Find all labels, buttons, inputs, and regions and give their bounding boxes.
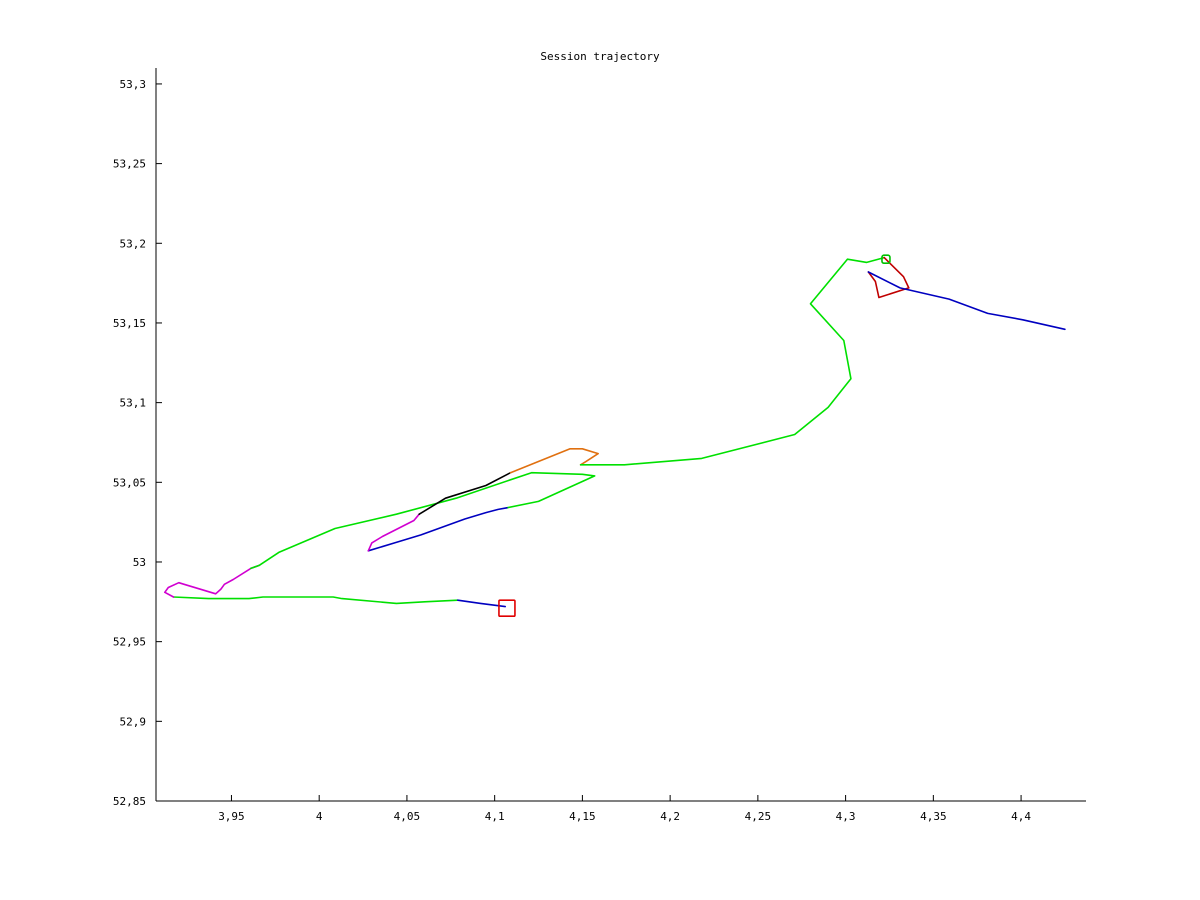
trajectory-segment-11 — [867, 271, 1066, 331]
chart-title: Session trajectory — [540, 50, 660, 63]
trajectory-segment-2 — [456, 599, 507, 608]
markers — [498, 254, 891, 617]
x-tick-label: 4 — [316, 810, 323, 823]
x-tick-label: 4,35 — [920, 810, 947, 823]
y-tick-label: 52,95 — [113, 636, 146, 649]
trajectory-segment-1 — [172, 596, 459, 605]
trajectory-segment-6 — [367, 513, 421, 552]
trajectory-lines — [164, 256, 1066, 608]
x-ticks: 3,95 4 4,05 4,1 4,15 4,2 4,25 4,3 4,35 4,4 — [218, 795, 1031, 823]
y-tick-label: 53,15 — [113, 317, 146, 330]
end-marker — [498, 599, 516, 617]
y-ticks: 52,85 52,9 52,95 53 53,05 53,1 53,15 53,2 53,25 5… — [113, 78, 162, 808]
y-tick-label: 53,2 — [120, 237, 147, 250]
y-tick-label: 53,25 — [113, 158, 146, 171]
y-tick-label: 52,9 — [120, 715, 147, 728]
start-marker — [881, 254, 891, 265]
x-tick-label: 4,15 — [569, 810, 596, 823]
x-tick-label: 4,1 — [485, 810, 505, 823]
y-tick-label: 53,1 — [120, 397, 147, 410]
x-tick-label: 4,05 — [394, 810, 421, 823]
y-tick-label: 53 — [133, 556, 146, 569]
trajectory-segment-4 — [250, 471, 596, 570]
x-tick-label: 4,2 — [660, 810, 680, 823]
x-tick-label: 3,95 — [218, 810, 245, 823]
trajectory-segment-9 — [579, 256, 886, 466]
x-tick-label: 4,3 — [836, 810, 856, 823]
y-tick-label: 53,3 — [120, 78, 147, 91]
y-tick-label: 52,85 — [113, 795, 146, 808]
trajectory-segment-5 — [367, 506, 508, 552]
x-tick-label: 4,25 — [745, 810, 772, 823]
x-tick-label: 4,4 — [1011, 810, 1031, 823]
y-tick-label: 53,05 — [113, 476, 146, 489]
trajectory-segment-10 — [867, 256, 910, 299]
trajectory-segment-8 — [509, 447, 600, 474]
axes — [155, 68, 1086, 802]
trajectory-segment-7 — [418, 471, 512, 516]
trajectory-segment-3 — [164, 564, 261, 598]
